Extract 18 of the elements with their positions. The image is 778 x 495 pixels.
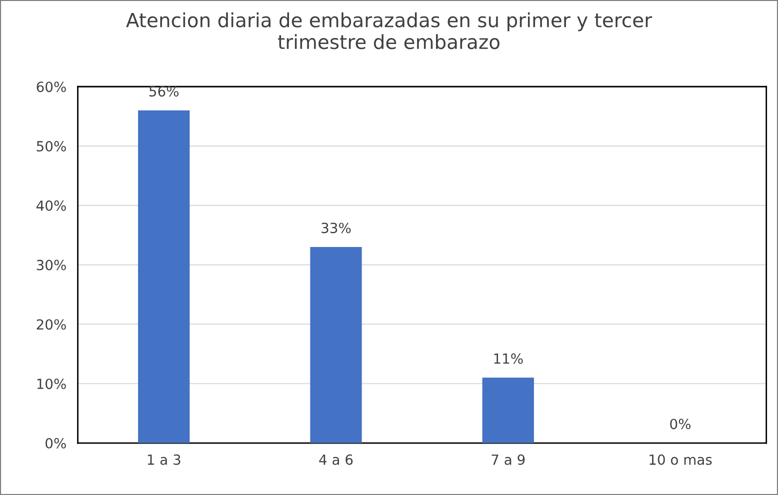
x-tick-label: 4 a 6: [319, 454, 353, 465]
data-label: 33%: [322, 222, 351, 234]
bar: [482, 378, 534, 444]
x-tick-label: 7 a 9: [492, 454, 525, 465]
data-label: 0%: [670, 418, 691, 430]
y-tick-label: 30%: [36, 260, 66, 270]
y-tick-label: 20%: [36, 319, 66, 330]
y-tick-label: 40%: [36, 200, 66, 211]
y-tick-label: 50%: [36, 140, 66, 152]
bar: [310, 247, 362, 444]
x-tick-label: 10 o mas: [650, 454, 712, 465]
bar: [138, 110, 190, 444]
chart-title: Atencion diaria de embarazadas en su primer y tercer trimestre de embarazo: [126, 12, 652, 50]
x-tick-label: 1 a 3: [148, 454, 180, 465]
y-tick-label: 10%: [37, 378, 66, 390]
data-label: 11%: [494, 353, 523, 364]
y-tick-label: 0%: [46, 438, 66, 448]
y-tick-label: 60%: [36, 82, 66, 92]
